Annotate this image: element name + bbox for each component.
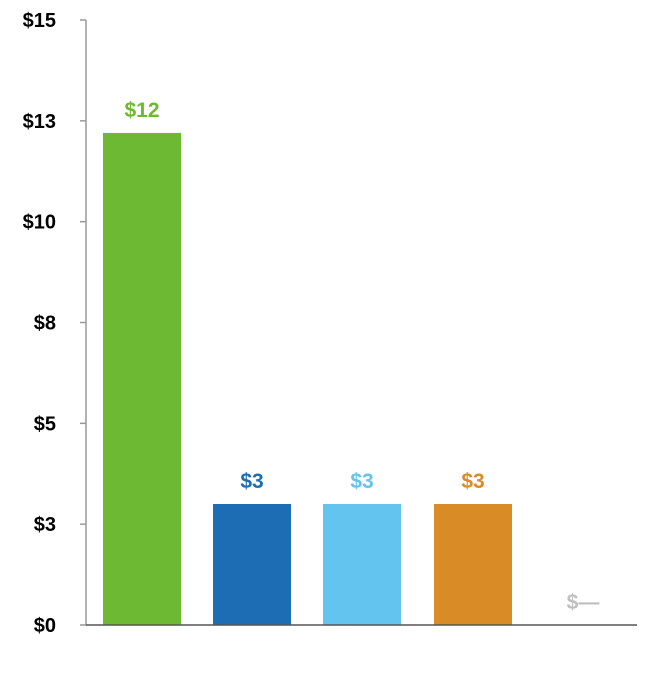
bar-4 bbox=[434, 504, 512, 625]
y-tick-label: $15 bbox=[23, 10, 56, 32]
bar-value-label-1: $12 bbox=[124, 99, 159, 122]
bar-1 bbox=[103, 132, 181, 625]
bars bbox=[103, 132, 512, 625]
y-tick-label: $8 bbox=[34, 313, 56, 335]
bar-value-label-4: $3 bbox=[461, 470, 484, 493]
y-axis-ticks: $0 $3 $5 $8 $10 $13 $15 bbox=[23, 10, 86, 637]
y-tick-label: $10 bbox=[23, 212, 56, 234]
y-tick-label: $13 bbox=[23, 111, 56, 133]
bar-value-label-3: $3 bbox=[350, 470, 373, 493]
bar-value-label-5: $— bbox=[567, 591, 600, 614]
data-labels: $12 $3 $3 $3 $— bbox=[124, 99, 599, 614]
y-tick-label: $0 bbox=[34, 615, 56, 637]
bar-2 bbox=[213, 504, 291, 625]
y-tick-label: $5 bbox=[34, 413, 56, 435]
bar-value-label-2: $3 bbox=[240, 470, 263, 493]
bar-3 bbox=[323, 504, 401, 625]
y-tick-label: $3 bbox=[34, 514, 56, 536]
